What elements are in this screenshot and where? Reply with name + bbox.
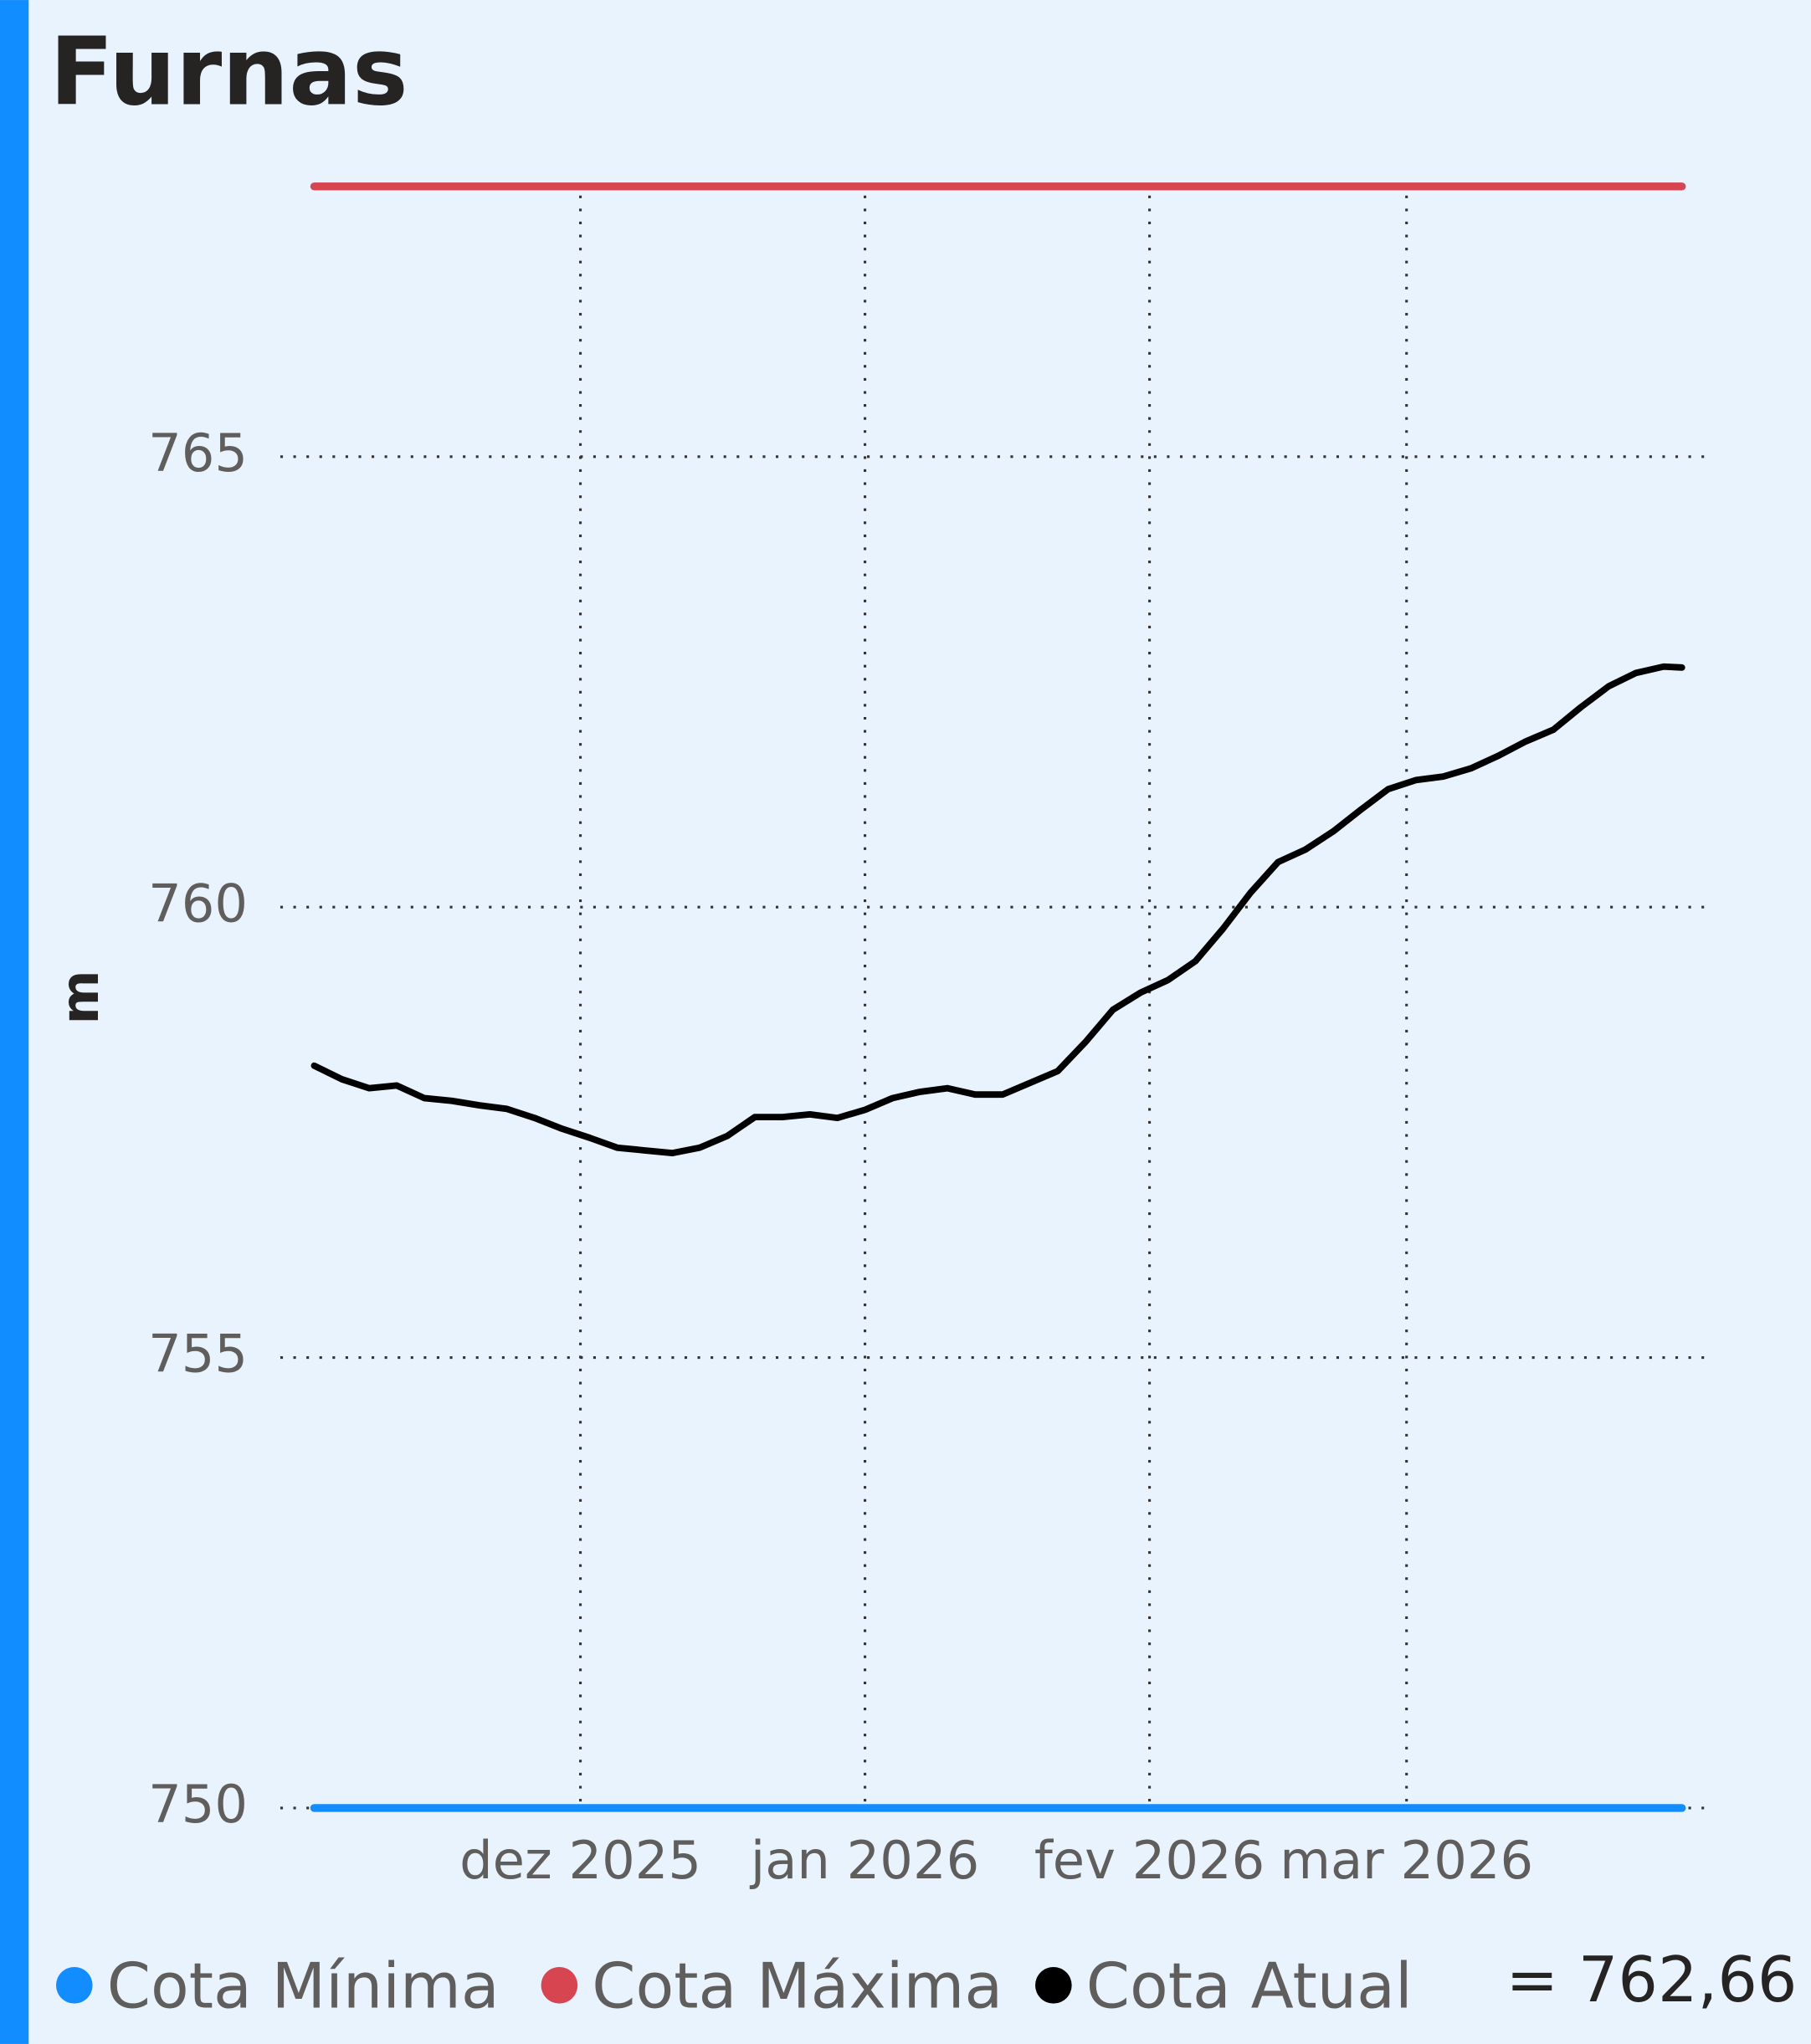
accent-bar <box>0 0 29 2044</box>
y-tick-label: 760 <box>148 873 248 934</box>
data-line <box>310 663 1685 1157</box>
x-tick-label: jan 2026 <box>749 1830 979 1891</box>
x-tick-label: fev 2026 <box>1034 1830 1265 1891</box>
legend-marker <box>55 1967 93 2004</box>
x-tick-label: dez 2025 <box>459 1830 701 1891</box>
legend-note: = 762,66 m <box>1506 1944 1811 2016</box>
y-tick-label: 765 <box>148 423 248 484</box>
chart-title: Furnas <box>49 18 408 126</box>
y-axis-label: m <box>49 970 110 1024</box>
legend-label: Cota Mínima <box>107 1950 500 2023</box>
y-tick-label: 750 <box>148 1774 248 1835</box>
legend-marker <box>1035 1967 1072 2004</box>
legend-marker <box>541 1967 578 2004</box>
y-tick-label: 755 <box>148 1324 248 1385</box>
x-tick-label: mar 2026 <box>1280 1830 1533 1891</box>
legend-label: Cota Máxima <box>592 1950 1003 2023</box>
legend-label: Cota Atual <box>1086 1950 1413 2023</box>
